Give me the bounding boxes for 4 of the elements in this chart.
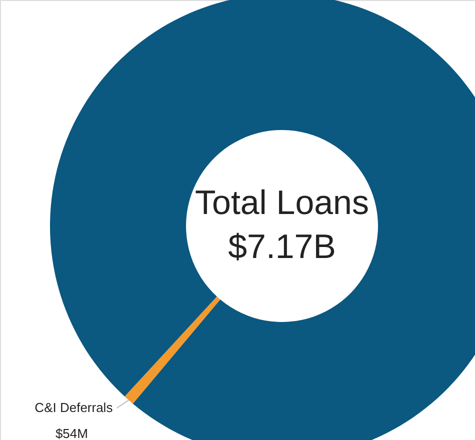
- text: $7.17B: [228, 228, 336, 266]
- text: Total Loans: [195, 184, 369, 222]
- data-label: $54M: [55, 426, 88, 440]
- slice-label: C&I Deferrals: [34, 400, 114, 416]
